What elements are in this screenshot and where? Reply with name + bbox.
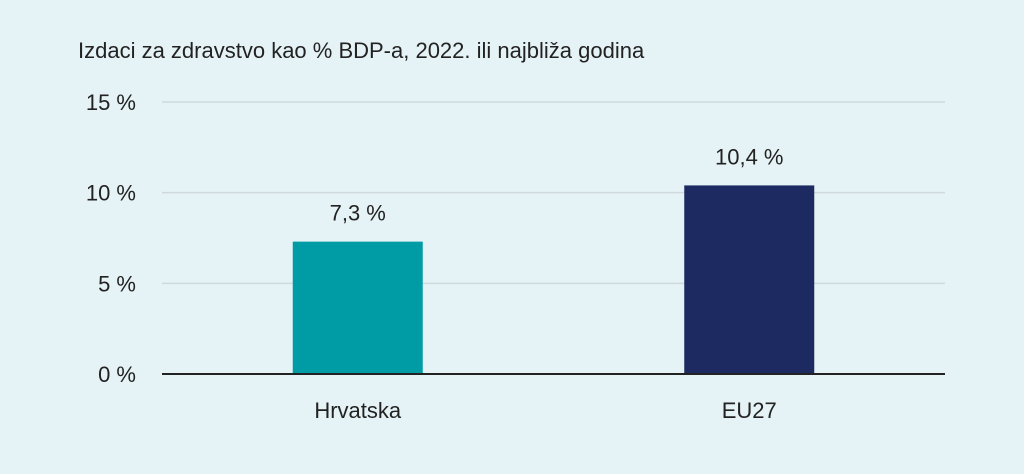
- value-label-hrvatska: 7,3 %: [330, 201, 386, 226]
- y-tick-label-5: 5 %: [98, 271, 136, 296]
- value-label-eu27: 10,4 %: [715, 144, 784, 169]
- bar-hrvatska: [292, 241, 423, 374]
- category-label-hrvatska: Hrvatska: [314, 398, 402, 423]
- bar-eu27: [684, 185, 815, 374]
- y-tick-label-15: 15 %: [86, 90, 136, 115]
- chart-title: Izdaci za zdravstvo kao % BDP-a, 2022. i…: [78, 38, 645, 63]
- y-tick-label-10: 10 %: [86, 181, 136, 206]
- y-tick-label-0: 0 %: [98, 362, 136, 387]
- category-label-eu27: EU27: [722, 398, 777, 423]
